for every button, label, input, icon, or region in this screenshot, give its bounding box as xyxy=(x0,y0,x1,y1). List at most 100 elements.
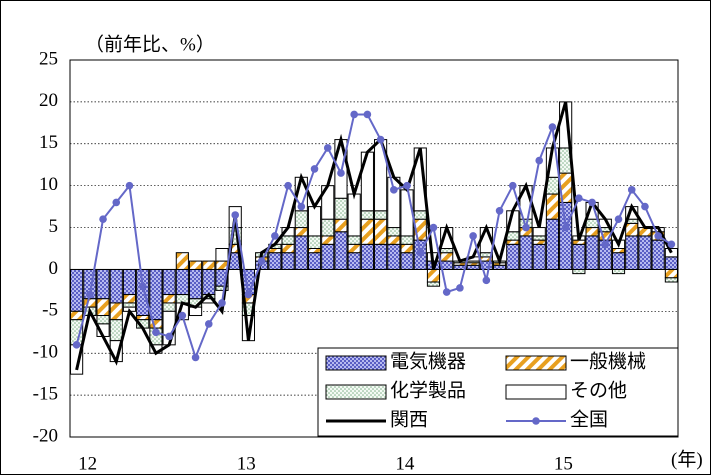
marker xyxy=(112,198,121,207)
bar xyxy=(122,302,137,308)
marker xyxy=(482,276,491,285)
line xyxy=(75,113,672,361)
x-tick-label: 14 xyxy=(395,453,415,474)
bar xyxy=(440,252,454,262)
bar xyxy=(215,248,229,262)
marker xyxy=(271,232,279,240)
y-tick-label: -15 xyxy=(33,383,58,404)
marker xyxy=(99,215,107,223)
marker xyxy=(86,290,94,299)
bar xyxy=(215,285,229,291)
bar xyxy=(188,260,203,270)
bar xyxy=(136,315,150,321)
bar xyxy=(281,243,295,254)
bar xyxy=(651,239,665,270)
marker xyxy=(667,240,676,249)
y-tick-label: -20 xyxy=(33,425,58,446)
marker xyxy=(416,248,425,257)
marker xyxy=(403,181,411,190)
marker xyxy=(654,232,662,240)
marker xyxy=(614,215,623,223)
bar xyxy=(281,252,295,270)
x-tick-label: 13 xyxy=(237,453,256,474)
bar xyxy=(347,243,361,254)
marker xyxy=(231,211,240,219)
bar xyxy=(387,243,401,270)
marker xyxy=(257,257,266,265)
legend-swatch xyxy=(325,384,387,400)
bar xyxy=(109,268,123,304)
y-tick-label: 5 xyxy=(49,216,59,237)
legend-label: 化学製品 xyxy=(390,379,466,401)
marker xyxy=(165,332,173,341)
bar xyxy=(374,243,388,270)
marker xyxy=(218,299,226,307)
marker xyxy=(535,156,544,165)
bar xyxy=(70,310,84,321)
bar xyxy=(321,235,335,245)
bar xyxy=(572,243,586,270)
bar xyxy=(360,210,374,220)
bar xyxy=(175,252,189,270)
bar xyxy=(466,264,480,270)
bar xyxy=(360,218,374,245)
bar xyxy=(625,235,639,270)
bar xyxy=(506,231,520,241)
x-tick-label: 15 xyxy=(554,453,573,474)
marker xyxy=(191,353,200,362)
marker xyxy=(588,198,596,207)
bar xyxy=(664,256,678,270)
bar xyxy=(572,239,586,245)
legend-label: 全国 xyxy=(570,408,608,430)
y-tick-label: 20 xyxy=(39,90,58,111)
bar xyxy=(321,218,335,237)
bar xyxy=(162,294,176,304)
marker xyxy=(337,169,345,177)
bar xyxy=(122,268,137,296)
bar xyxy=(374,218,388,245)
marker xyxy=(310,165,319,173)
bar xyxy=(585,235,599,270)
bar xyxy=(162,302,176,312)
x-tick-label: 12 xyxy=(78,453,97,474)
bar xyxy=(136,268,150,317)
bar xyxy=(625,222,639,237)
marker xyxy=(152,328,160,337)
bar xyxy=(202,268,216,296)
bar xyxy=(532,243,546,270)
bar xyxy=(440,248,454,254)
bar xyxy=(83,298,97,308)
bar xyxy=(268,248,282,254)
bar xyxy=(149,268,163,321)
bar xyxy=(559,201,573,270)
bar xyxy=(572,268,586,275)
marker xyxy=(125,181,134,190)
bar xyxy=(585,227,599,237)
bar xyxy=(109,319,123,342)
marker xyxy=(469,232,477,240)
marker xyxy=(548,123,557,131)
legend-label: 一般機械 xyxy=(570,350,646,372)
bar xyxy=(347,252,361,270)
bar xyxy=(96,268,110,300)
bar xyxy=(611,248,626,254)
marker xyxy=(390,186,398,194)
bar xyxy=(188,268,203,300)
marker xyxy=(495,207,504,215)
legend-swatch xyxy=(505,384,567,400)
marker xyxy=(456,284,464,292)
plot-border xyxy=(69,59,679,438)
marker xyxy=(601,240,610,249)
bar xyxy=(400,235,414,245)
y-tick-label: -5 xyxy=(42,300,58,321)
bar xyxy=(400,189,414,237)
bar xyxy=(347,235,361,245)
bar xyxy=(400,243,414,254)
bar xyxy=(426,268,441,283)
marker xyxy=(561,223,570,232)
bar xyxy=(387,235,401,245)
bar xyxy=(532,235,546,241)
bar xyxy=(426,281,441,287)
bar xyxy=(413,210,427,220)
bar xyxy=(96,298,110,317)
